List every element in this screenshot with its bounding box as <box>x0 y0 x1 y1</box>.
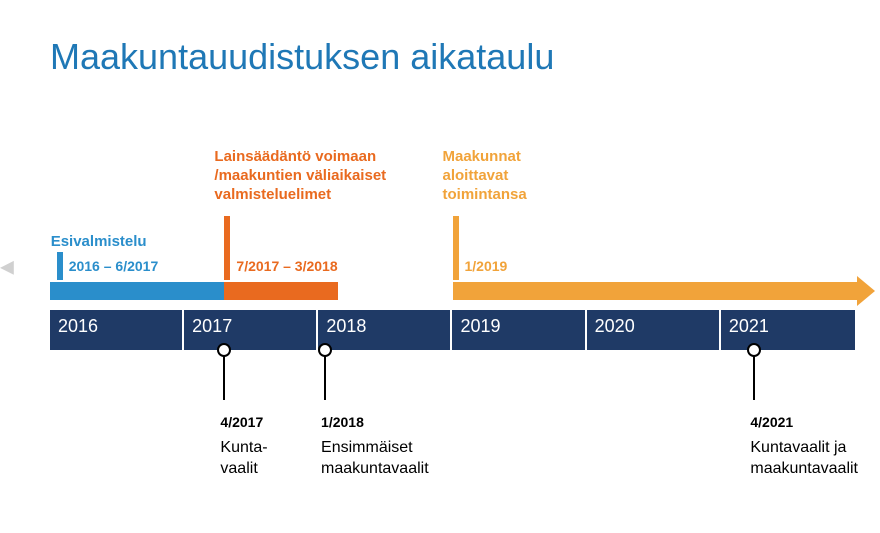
phase-label-maakunnat: Maakunnat aloittavat toimintansa <box>443 148 527 204</box>
page-title: Maakuntauudistuksen aikataulu <box>50 36 554 78</box>
event-date-maakuntavaalit-2018: 1/2018 <box>321 414 364 430</box>
phase-bar-esivalmistelu <box>50 282 224 300</box>
phase-range-maakunnat: 1/2019 <box>465 258 508 274</box>
event-dot-kuntavaalit-2017 <box>217 343 231 357</box>
axis-segment-2021: 2021 <box>721 310 855 350</box>
phase-range-esivalmistelu: 2016 – 6/2017 <box>69 258 159 274</box>
axis-label-2018: 2018 <box>326 316 366 337</box>
event-text-maakuntavaalit-2018: Ensimmäiset maakuntavaalit <box>321 438 429 480</box>
axis-label-2016: 2016 <box>58 316 98 337</box>
prev-slide-caret[interactable]: ◀ <box>0 256 14 277</box>
axis-segment-2019: 2019 <box>453 310 587 350</box>
event-date-kuntavaalit-2017: 4/2017 <box>220 414 263 430</box>
axis-segment-2020: 2020 <box>587 310 721 350</box>
phase-label-esivalmistelu: Esivalmistelu <box>51 233 147 252</box>
phase-tick-lainsaadanto <box>224 216 230 280</box>
axis-label-2019: 2019 <box>461 316 501 337</box>
event-dot-kuntavaalit-2021 <box>747 343 761 357</box>
event-line-maakuntavaalit-2018 <box>324 350 326 400</box>
event-text-kuntavaalit-2017: Kunta- vaalit <box>220 438 267 480</box>
event-line-kuntavaalit-2021 <box>753 350 755 400</box>
axis-label-2020: 2020 <box>595 316 635 337</box>
timeline-diagram: ◀ Maakuntauudistuksen aikataulu Esivalmi… <box>0 0 880 533</box>
axis-label-2021: 2021 <box>729 316 769 337</box>
phase-tick-esivalmistelu <box>57 252 63 280</box>
event-date-kuntavaalit-2021: 4/2021 <box>750 414 793 430</box>
event-line-kuntavaalit-2017 <box>223 350 225 400</box>
axis-segment-2017: 2017 <box>184 310 318 350</box>
year-axis: 2016 2017 2018 2019 2020 2021 <box>50 310 855 350</box>
phase-arrowhead-maakunnat <box>857 276 875 306</box>
event-text-kuntavaalit-2021: Kuntavaalit ja maakuntavaalit <box>750 438 858 480</box>
phase-range-lainsaadanto: 7/2017 – 3/2018 <box>236 258 337 274</box>
phase-label-lainsaadanto: Lainsäädäntö voimaan /maakuntien väliaik… <box>214 148 386 204</box>
event-dot-maakuntavaalit-2018 <box>318 343 332 357</box>
phase-tick-maakunnat <box>453 216 459 280</box>
phase-bar-lainsaadanto <box>224 282 338 300</box>
axis-segment-2018: 2018 <box>318 310 452 350</box>
axis-segment-2016: 2016 <box>50 310 184 350</box>
phase-arrow-maakunnat <box>453 282 858 300</box>
axis-label-2017: 2017 <box>192 316 232 337</box>
